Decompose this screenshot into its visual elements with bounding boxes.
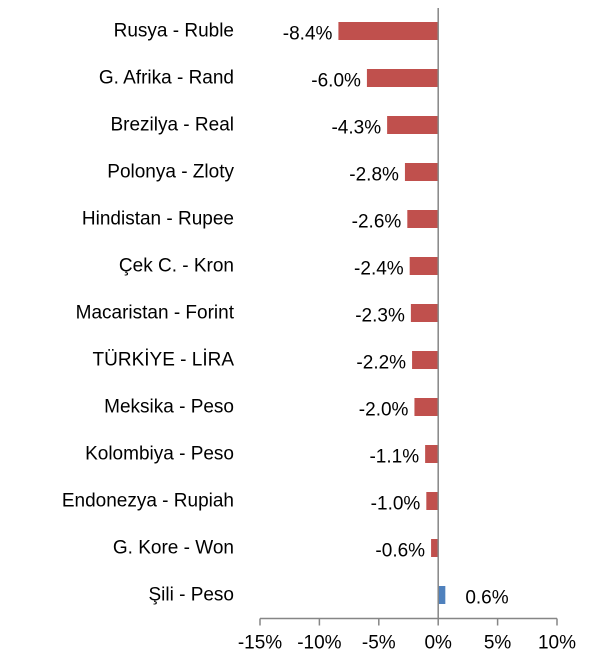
value-label: -6.0% <box>311 71 361 92</box>
x-tick-label: -10% <box>297 633 341 654</box>
category-label: Rusya - Ruble <box>114 21 234 42</box>
bar <box>404 163 439 181</box>
category-label: Polonya - Zloty <box>107 162 234 183</box>
value-label: -2.2% <box>356 353 406 374</box>
category-label: TÜRKİYE - LİRA <box>93 350 235 371</box>
bar <box>407 210 439 228</box>
bar <box>409 257 439 275</box>
bar <box>438 586 446 604</box>
bar <box>366 69 439 87</box>
bar <box>338 22 439 40</box>
category-label: Meksika - Peso <box>104 397 234 418</box>
value-label: 0.6% <box>465 588 508 609</box>
bars <box>338 22 446 604</box>
bar <box>414 398 439 416</box>
value-label: -4.3% <box>331 118 381 139</box>
category-label: Çek C. - Kron <box>119 256 234 277</box>
x-tick-label: -5% <box>362 633 396 654</box>
category-label: Endonezya - Rupiah <box>62 491 234 512</box>
value-label: -1.0% <box>371 494 421 515</box>
x-tick-label: 10% <box>538 633 576 654</box>
category-label: Macaristan - Forint <box>76 303 235 324</box>
x-tick-label: -15% <box>238 633 282 654</box>
value-label: -8.4% <box>283 24 333 45</box>
bar <box>425 445 439 463</box>
value-label: -0.6% <box>375 541 425 562</box>
category-label: G. Afrika - Rand <box>99 68 234 89</box>
category-label: Brezilya - Real <box>110 115 234 136</box>
bar <box>412 351 439 369</box>
axes <box>259 8 558 626</box>
bar <box>431 539 439 557</box>
category-label: Hindistan - Rupee <box>82 209 234 230</box>
x-tick-label: 0% <box>424 633 452 654</box>
category-label: Şili - Peso <box>148 585 234 606</box>
value-label: -2.4% <box>354 259 404 280</box>
x-tick-label: 5% <box>484 633 512 654</box>
bar <box>410 304 439 322</box>
category-label: G. Kore - Won <box>113 538 234 559</box>
value-label: -2.6% <box>352 212 402 233</box>
category-labels: Rusya - Ruble G. Afrika - Rand Brezilya - … <box>62 21 235 606</box>
value-label: -2.8% <box>349 165 399 186</box>
bar <box>426 492 439 510</box>
value-label: -2.0% <box>359 400 409 421</box>
x-tick-labels: -15% -10% -5% 0% 5% 10% <box>238 633 576 654</box>
bar <box>387 116 439 134</box>
value-label: -2.3% <box>355 306 405 327</box>
category-label: Kolombiya - Peso <box>85 444 234 465</box>
value-label: -1.1% <box>369 447 419 468</box>
value-labels: -8.4% -6.0% -4.3% -2.8% -2.6% -2.4% -2.3% -2.2%… <box>283 24 509 609</box>
